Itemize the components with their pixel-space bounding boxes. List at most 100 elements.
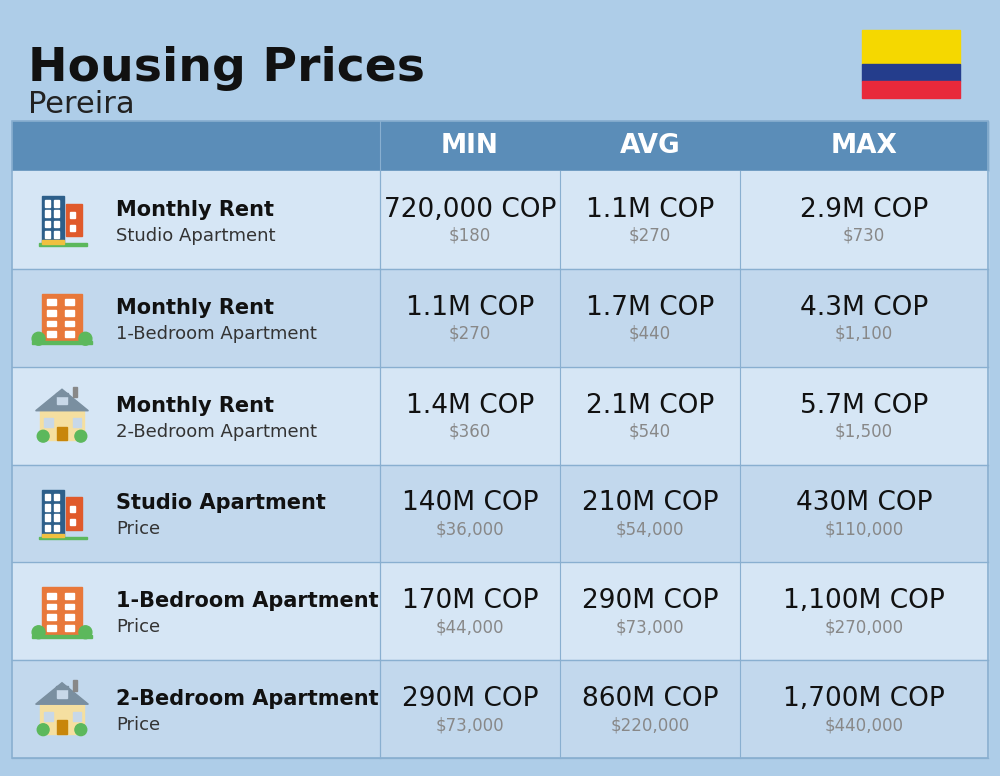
Bar	[12, 171, 988, 268]
Text: Monthly Rent: Monthly Rent	[116, 200, 274, 220]
Text: $180: $180	[449, 227, 491, 245]
Bar	[54, 494, 59, 501]
Text: 170M COP: 170M COP	[402, 588, 538, 615]
Text: 1.1M COP: 1.1M COP	[406, 295, 534, 320]
Bar	[39, 243, 87, 246]
Text: $440: $440	[629, 324, 671, 343]
Text: $36,000: $36,000	[436, 521, 504, 539]
Text: $44,000: $44,000	[436, 618, 504, 636]
Bar	[54, 525, 59, 532]
Bar	[47, 331, 56, 337]
Bar	[73, 680, 77, 691]
Bar	[65, 331, 74, 337]
Text: $270,000: $270,000	[824, 618, 904, 636]
Bar	[45, 504, 50, 511]
Bar	[42, 293, 82, 342]
Bar	[65, 604, 74, 609]
Circle shape	[32, 625, 45, 639]
Circle shape	[37, 430, 49, 442]
Circle shape	[75, 430, 87, 442]
Bar	[45, 210, 50, 217]
Text: $360: $360	[449, 423, 491, 441]
Text: 860M COP: 860M COP	[582, 686, 718, 712]
Text: $1,500: $1,500	[835, 423, 893, 441]
Bar	[862, 30, 960, 64]
Text: $73,000: $73,000	[436, 716, 504, 734]
Text: 4.3M COP: 4.3M COP	[800, 295, 928, 320]
Bar	[12, 121, 988, 171]
Bar	[12, 563, 988, 660]
Bar	[32, 341, 92, 344]
Bar	[47, 310, 56, 316]
Bar	[65, 593, 74, 598]
Text: MAX: MAX	[831, 133, 897, 159]
Bar	[32, 635, 92, 638]
Bar	[70, 213, 75, 218]
Bar	[42, 534, 64, 537]
Text: 140M COP: 140M COP	[402, 490, 538, 516]
Text: 1,700M COP: 1,700M COP	[783, 686, 945, 712]
Bar	[57, 427, 67, 440]
Text: $220,000: $220,000	[610, 716, 690, 734]
Bar	[65, 300, 74, 305]
Text: Monthly Rent: Monthly Rent	[116, 396, 274, 416]
Bar	[73, 386, 77, 397]
Text: 1.4M COP: 1.4M COP	[406, 393, 534, 418]
Bar	[57, 720, 67, 734]
Bar	[862, 64, 960, 81]
Text: $110,000: $110,000	[824, 521, 904, 539]
Bar	[66, 497, 82, 529]
Text: 1.1M COP: 1.1M COP	[586, 197, 714, 223]
Text: Price: Price	[116, 618, 160, 636]
Bar	[56, 687, 68, 689]
Text: 2.1M COP: 2.1M COP	[586, 393, 714, 418]
Text: 5.7M COP: 5.7M COP	[800, 393, 928, 418]
Bar	[47, 625, 56, 631]
Bar	[12, 367, 988, 465]
Text: 720,000 COP: 720,000 COP	[384, 197, 556, 223]
Bar	[42, 587, 82, 636]
Bar	[66, 204, 82, 236]
Text: MIN: MIN	[441, 133, 499, 159]
Bar	[12, 465, 988, 563]
Bar	[47, 300, 56, 305]
Text: $1,100: $1,100	[835, 324, 893, 343]
Bar	[54, 504, 59, 511]
Text: 1-Bedroom Apartment: 1-Bedroom Apartment	[116, 591, 379, 611]
Bar	[47, 604, 56, 609]
Circle shape	[79, 625, 92, 639]
Bar	[45, 525, 50, 532]
Text: $73,000: $73,000	[616, 618, 684, 636]
Bar	[57, 396, 67, 404]
Bar	[54, 514, 59, 521]
Bar	[47, 320, 56, 327]
Bar	[54, 200, 59, 206]
Bar	[47, 614, 56, 620]
Text: Studio Apartment: Studio Apartment	[116, 227, 276, 245]
Text: 210M COP: 210M COP	[582, 490, 718, 516]
Circle shape	[75, 724, 87, 736]
Text: 290M COP: 290M COP	[582, 588, 718, 615]
Text: Monthly Rent: Monthly Rent	[116, 298, 274, 317]
Text: $440,000: $440,000	[824, 716, 904, 734]
Bar	[70, 225, 75, 231]
Text: AVG: AVG	[620, 133, 680, 159]
Circle shape	[37, 724, 49, 736]
Bar	[70, 519, 75, 525]
Bar	[54, 231, 59, 238]
Bar	[862, 81, 960, 98]
Bar	[47, 593, 56, 598]
Polygon shape	[36, 683, 88, 705]
Text: $540: $540	[629, 423, 671, 441]
Text: $270: $270	[629, 227, 671, 245]
Bar	[40, 705, 84, 734]
Bar	[44, 712, 53, 721]
Circle shape	[32, 332, 45, 345]
Text: Housing Prices: Housing Prices	[28, 46, 425, 91]
Bar	[57, 689, 67, 698]
Bar	[73, 418, 81, 427]
Bar	[45, 514, 50, 521]
Text: Studio Apartment: Studio Apartment	[116, 494, 326, 514]
Text: 2-Bedroom Apartment: 2-Bedroom Apartment	[116, 423, 317, 441]
Text: 1-Bedroom Apartment: 1-Bedroom Apartment	[116, 324, 317, 343]
